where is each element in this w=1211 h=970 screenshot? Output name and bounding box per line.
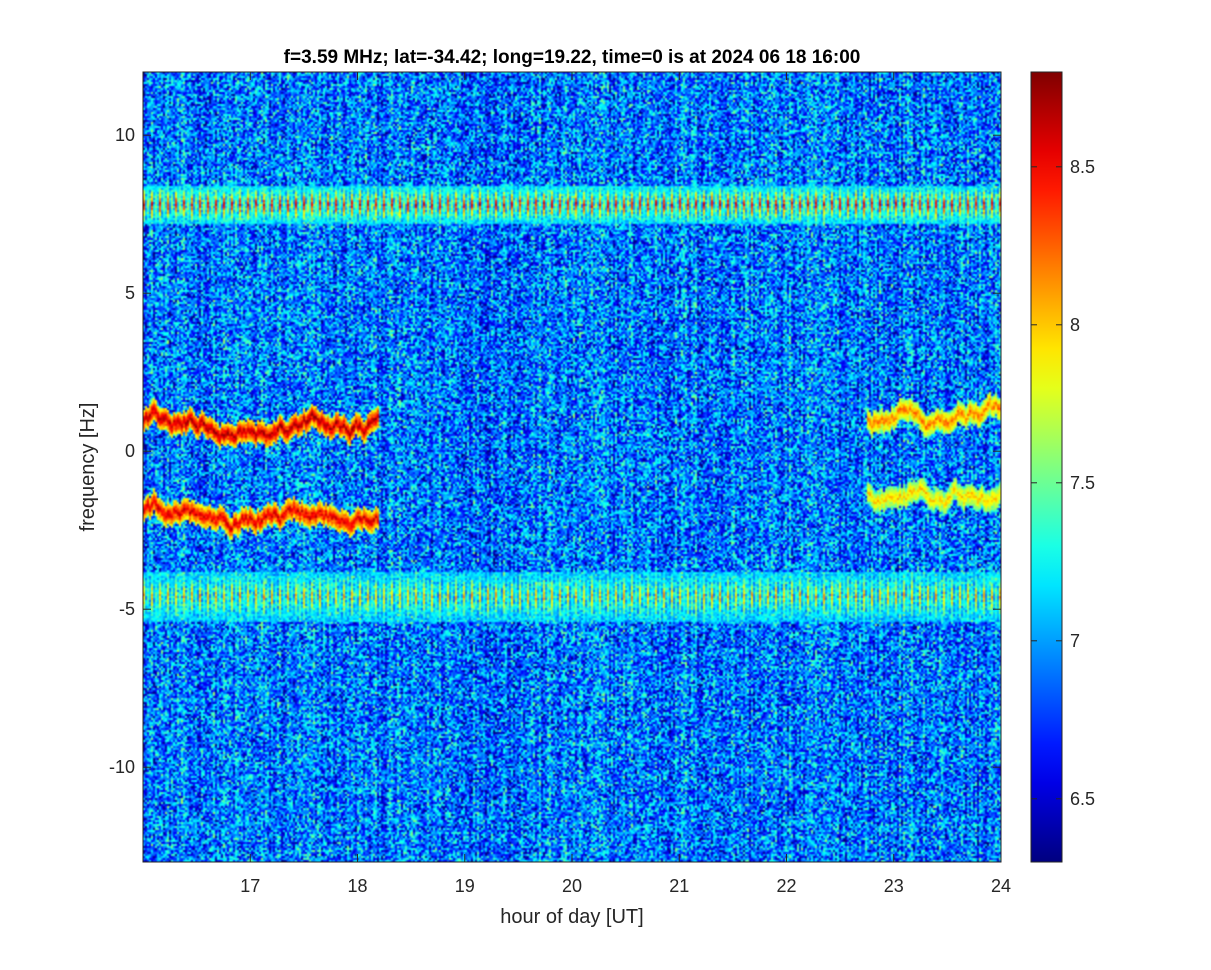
- y-tick-label: -10: [109, 757, 135, 777]
- x-tick-label: 24: [991, 876, 1011, 896]
- x-tick-label: 19: [455, 876, 475, 896]
- colorbar-tick-label: 8.5: [1070, 157, 1095, 177]
- x-tick-label: 23: [884, 876, 904, 896]
- y-tick-label: -5: [119, 599, 135, 619]
- x-tick-label: 20: [562, 876, 582, 896]
- x-tick-label: 21: [669, 876, 689, 896]
- plot-area: 17 18 19 20 21 22 23 24 -10 -5 0 5 10: [109, 71, 1011, 896]
- colorbar-tick-label: 6.5: [1070, 789, 1095, 809]
- x-axis-ticks: 17 18 19 20 21 22 23 24: [240, 72, 1011, 896]
- colorbar-tick-label: 7.5: [1070, 473, 1095, 493]
- colorbar-tick-label: 7: [1070, 631, 1080, 651]
- y-tick-label: 5: [125, 283, 135, 303]
- x-tick-label: 18: [347, 876, 367, 896]
- x-tick-label: 22: [776, 876, 796, 896]
- colorbar: 6.5 7 7.5 8 8.5: [1030, 71, 1095, 863]
- colorbar-scale: [1030, 71, 1063, 863]
- spectrogram-heatmap: [143, 72, 1001, 862]
- colorbar-ticks: 6.5 7 7.5 8 8.5: [1031, 157, 1095, 809]
- colorbar-tick-label: 8: [1070, 315, 1080, 335]
- x-axis-label: hour of day [UT]: [500, 906, 643, 928]
- chart-title: f=3.59 MHz; lat=-34.42; long=19.22, time…: [284, 47, 861, 68]
- y-axis-label: frequency [Hz]: [77, 403, 99, 532]
- y-axis-ticks: -10 -5 0 5 10: [109, 125, 1001, 777]
- y-tick-label: 0: [125, 441, 135, 461]
- y-tick-label: 10: [115, 125, 135, 145]
- x-tick-label: 17: [240, 876, 260, 896]
